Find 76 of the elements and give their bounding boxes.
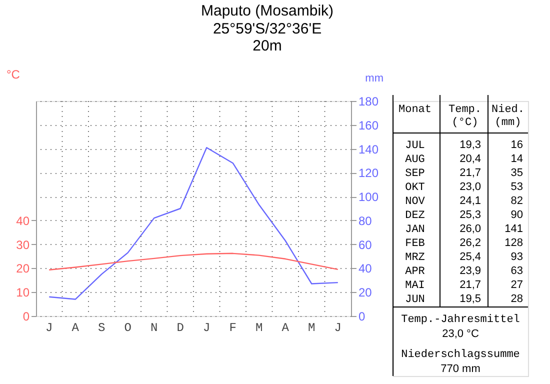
text: 26,0 xyxy=(460,223,481,235)
text: 35 xyxy=(510,167,523,179)
text: 23,0 °C xyxy=(442,328,479,340)
text: 21,7 xyxy=(460,167,481,179)
y2-tick-label: 140 xyxy=(358,142,379,156)
text: FEB xyxy=(405,238,426,250)
text: 16 xyxy=(510,139,523,151)
text: Nied. (mm) xyxy=(491,104,525,129)
text: Temp. (°C) xyxy=(448,104,482,129)
text: MAI xyxy=(405,280,425,292)
x-tick-label: J xyxy=(334,321,342,335)
y2-tick-label: 180 xyxy=(358,94,379,108)
chart-subtitle: 25°59'S/32°36'E 20m xyxy=(212,20,322,54)
x-tick-label: M xyxy=(256,321,263,335)
text: 23,9 xyxy=(460,265,481,277)
x-tick-label: F xyxy=(229,321,236,335)
line-series xyxy=(48,146,338,300)
y2-tick-label: 100 xyxy=(358,190,379,204)
y2-tick-label: 80 xyxy=(358,214,372,228)
y-tick-label: 40 xyxy=(16,214,30,228)
y2-tick-label: 20 xyxy=(358,286,372,300)
y-tick-label: 0 xyxy=(22,310,30,324)
text: 128 xyxy=(504,237,523,249)
text: 26,2 xyxy=(460,237,481,249)
text: JUN xyxy=(405,294,425,306)
text: 53 xyxy=(510,181,523,193)
text: 24,1 xyxy=(460,195,481,207)
text: 21,7 xyxy=(460,279,481,291)
text: OKT xyxy=(405,182,426,194)
text: JUL xyxy=(405,140,425,152)
x-tick-label: A xyxy=(282,321,290,335)
text: DEZ xyxy=(405,210,426,222)
text: 28 xyxy=(510,293,523,305)
text: 90 xyxy=(510,209,523,221)
y2-tick-label: 120 xyxy=(358,166,379,180)
text: Monat xyxy=(398,104,432,116)
text: 23,0 xyxy=(460,181,481,193)
y2-tick-label: 160 xyxy=(358,118,379,132)
x-tick-label: M xyxy=(308,321,316,335)
text: 25,4 xyxy=(460,251,481,263)
text: NOV xyxy=(405,196,426,208)
text: JAN xyxy=(405,224,425,236)
y-tick-label: 30 xyxy=(16,238,30,252)
text: 14 xyxy=(510,153,523,165)
text: 19,3 xyxy=(460,139,481,151)
text: 27 xyxy=(510,279,523,291)
text: 93 xyxy=(510,251,523,263)
y-tick-label: 20 xyxy=(16,262,30,276)
text: 20,4 xyxy=(460,153,481,165)
y-axis-title: °C xyxy=(6,68,20,82)
text: AUG xyxy=(405,154,425,166)
x-tick-label: O xyxy=(124,321,132,335)
x-tick-label: J xyxy=(46,321,53,335)
text: Niederschlagssumme xyxy=(401,349,520,361)
y2-tick-label: 60 xyxy=(358,238,372,252)
x-tick-label: S xyxy=(98,321,106,335)
text: 770 mm xyxy=(440,363,480,375)
x-tick-label: A xyxy=(72,321,80,335)
chart-title: Maputo (Mosambik) xyxy=(200,2,334,20)
y2-tick-label: 40 xyxy=(358,262,372,276)
text: Temp.-Jahresmittel xyxy=(401,314,520,326)
text: 82 xyxy=(510,195,523,207)
x-tick-label: J xyxy=(203,321,210,335)
y-tick-label: 10 xyxy=(16,286,30,300)
text: 63 xyxy=(510,265,523,277)
y2-axis-title: mm xyxy=(365,72,384,84)
text: 141 xyxy=(504,223,523,235)
text: 25,3 xyxy=(460,209,481,221)
x-tick-label: N xyxy=(150,321,158,335)
y2-tick-label: 0 xyxy=(358,310,366,324)
text: MRZ xyxy=(405,252,426,264)
text: 19,5 xyxy=(460,293,481,305)
x-tick-label: D xyxy=(176,321,184,335)
line-series xyxy=(48,252,338,270)
text: SEP xyxy=(405,168,426,180)
text: APR xyxy=(405,266,426,278)
